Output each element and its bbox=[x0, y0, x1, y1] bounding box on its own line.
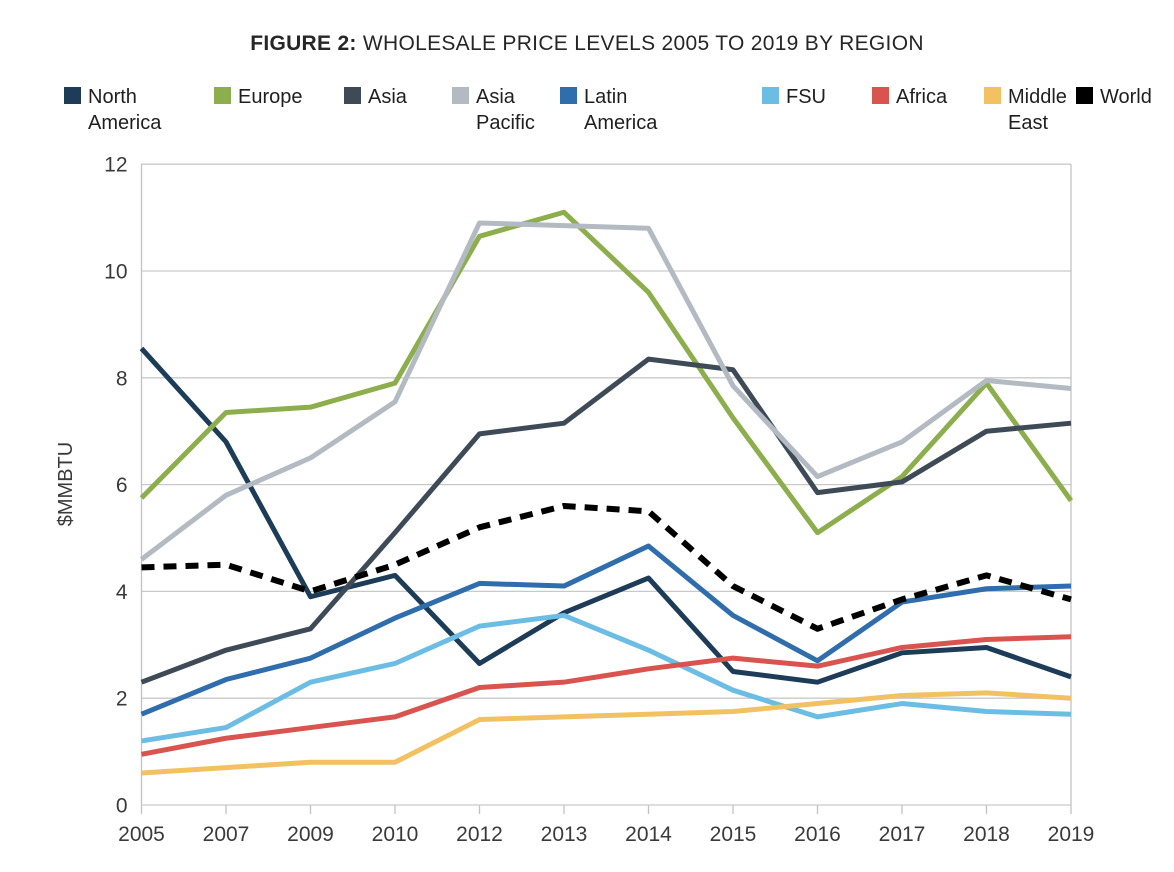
x-axis-label-2010: 2010 bbox=[372, 823, 419, 846]
legend-label-world: World bbox=[1100, 86, 1152, 108]
legend-swatch-world bbox=[1076, 87, 1093, 104]
legend-item-asia-pacific: Asia Pacific bbox=[452, 84, 535, 136]
legend-item-middle-east: Middle East bbox=[984, 84, 1067, 136]
legend-item-fsu: FSU bbox=[762, 84, 826, 110]
legend-swatch-middle-east bbox=[984, 87, 1001, 104]
y-axis-label-2: 2 bbox=[116, 688, 128, 711]
legend-label-fsu: FSU bbox=[786, 86, 826, 108]
legend-swatch-fsu bbox=[762, 87, 779, 104]
legend-label-africa: Africa bbox=[896, 86, 948, 108]
x-axis-label-2013: 2013 bbox=[541, 823, 588, 846]
x-axis-label-2005: 2005 bbox=[118, 823, 165, 846]
x-axis-label-2015: 2015 bbox=[710, 823, 757, 846]
chart-title-text: WHOLESALE PRICE LEVELS 2005 TO 2019 BY R… bbox=[356, 32, 924, 55]
legend-swatch-north-america bbox=[64, 87, 81, 104]
legend-item-asia: Asia bbox=[344, 84, 407, 110]
y-axis-label-10: 10 bbox=[104, 261, 127, 284]
y-axis-label-6: 6 bbox=[116, 474, 128, 497]
x-axis-label-2019: 2019 bbox=[1048, 823, 1095, 846]
x-axis-label-2014: 2014 bbox=[625, 823, 672, 846]
legend-label-europe: Europe bbox=[238, 86, 303, 108]
legend-item-africa: Africa bbox=[872, 84, 947, 110]
legend-item-latin-america: Latin America bbox=[560, 84, 657, 136]
x-axis-label-2007: 2007 bbox=[203, 823, 250, 846]
legend-swatch-asia bbox=[344, 87, 361, 104]
line-fsu bbox=[141, 612, 1072, 744]
line-north-america bbox=[139, 346, 1072, 685]
legend-item-world: World bbox=[1076, 84, 1152, 110]
line-asia bbox=[140, 356, 1072, 685]
chart-title: FIGURE 2: WHOLESALE PRICE LEVELS 2005 TO… bbox=[0, 32, 1174, 56]
legend-label-north-america: North America bbox=[88, 86, 162, 134]
legend-swatch-asia-pacific bbox=[452, 87, 469, 104]
legend-label-asia: Asia bbox=[368, 86, 407, 108]
legend-swatch-latin-america bbox=[560, 87, 577, 104]
x-axis-label-2017: 2017 bbox=[879, 823, 926, 846]
legend-label-middle-east: Middle East bbox=[1008, 86, 1067, 134]
line-middle-east bbox=[141, 690, 1072, 776]
y-axis-label-8: 8 bbox=[116, 367, 128, 390]
y-axis-title: $MMBTU bbox=[55, 442, 77, 526]
line-africa bbox=[141, 634, 1072, 757]
line-asia-pacific bbox=[139, 220, 1072, 562]
chart-title-prefix: FIGURE 2: bbox=[250, 32, 357, 55]
legend-label-latin-america: Latin America bbox=[584, 86, 658, 134]
legend-item-europe: Europe bbox=[214, 84, 303, 110]
y-axis-label-4: 4 bbox=[116, 581, 128, 604]
line-world bbox=[141, 502, 1072, 632]
x-axis-label-2016: 2016 bbox=[794, 823, 841, 846]
y-axis-label-12: 12 bbox=[104, 154, 127, 177]
y-axis-label-0: 0 bbox=[116, 795, 128, 818]
x-axis-label-2018: 2018 bbox=[963, 823, 1010, 846]
line-latin-america bbox=[140, 543, 1072, 717]
x-axis-label-2012: 2012 bbox=[456, 823, 503, 846]
line-europe bbox=[139, 209, 1074, 536]
x-axis-label-2009: 2009 bbox=[287, 823, 334, 846]
legend-swatch-africa bbox=[872, 87, 889, 104]
legend-item-north-america: North America bbox=[64, 84, 161, 136]
legend-label-asia-pacific: Asia Pacific bbox=[476, 86, 535, 134]
legend-swatch-europe bbox=[214, 87, 231, 104]
